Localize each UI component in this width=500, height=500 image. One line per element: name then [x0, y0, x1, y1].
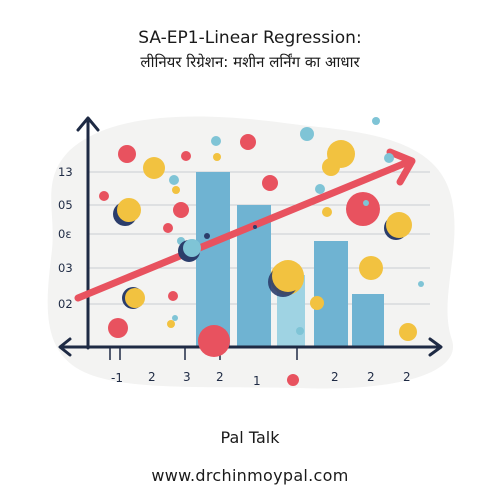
x-axis-left-arrow-icon — [58, 337, 72, 357]
y-tick-label: 0ɛ — [58, 227, 72, 241]
scatter-dot — [240, 134, 256, 150]
bar — [352, 294, 384, 347]
scatter-dot — [315, 184, 325, 194]
x-tick-label: -1 — [111, 371, 123, 385]
scatter-dot — [363, 200, 369, 206]
y-tick-label: 02 — [58, 297, 73, 311]
scatter-dot — [310, 296, 324, 310]
scatter-dot — [117, 198, 141, 222]
scatter-dot — [262, 175, 278, 191]
scatter-dot — [296, 327, 304, 335]
scatter-dot — [399, 323, 417, 341]
scatter-dots — [99, 117, 424, 386]
x-tick-labels: -1 2 3 2 1 2 2 2 — [111, 370, 411, 388]
scatter-dot — [143, 157, 165, 179]
scatter-dot — [213, 153, 221, 161]
brand-name: Pal Talk — [220, 428, 280, 447]
bar — [196, 172, 230, 347]
y-tick-labels: 13 05 0ɛ 03 02 — [58, 165, 73, 311]
page-subtitle: लीनियर रिग्रेशन: मशीन लर्निंग का आधार — [140, 53, 360, 71]
x-axis-right-arrow-icon — [428, 337, 443, 357]
x-tick-label: 1 — [253, 374, 261, 388]
scatter-dot — [287, 374, 299, 386]
page-title: SA-EP1-Linear Regression: — [138, 28, 362, 48]
scatter-dot — [327, 140, 355, 168]
scatter-dot — [163, 223, 173, 233]
x-tick-label: 2 — [367, 370, 375, 384]
scatter-dot — [386, 212, 412, 238]
scatter-dot — [108, 318, 128, 338]
scatter-dot — [253, 225, 257, 229]
scatter-dot — [181, 151, 191, 161]
trend-arrow-icon — [74, 148, 416, 302]
x-tick-marks — [109, 347, 298, 360]
bar — [314, 241, 348, 347]
scatter-dot — [168, 291, 178, 301]
scatter-dot — [169, 175, 179, 185]
scatter-dot — [198, 325, 230, 357]
y-tick-label: 03 — [58, 261, 73, 275]
axes — [58, 116, 443, 357]
x-tick-label: 2 — [148, 370, 156, 384]
scatter-dot — [418, 281, 424, 287]
scatter-dot — [173, 202, 189, 218]
scatter-dot — [183, 239, 201, 257]
y-tick-label: 05 — [58, 198, 73, 212]
x-tick-label: 2 — [216, 370, 224, 384]
y-tick-label: 13 — [58, 165, 73, 179]
scatter-dot — [300, 127, 314, 141]
x-tick-label: 3 — [183, 370, 191, 384]
x-tick-label: 2 — [331, 370, 339, 384]
x-tick-label: 2 — [403, 370, 411, 384]
website-link[interactable]: www.drchinmoypal.com — [151, 466, 349, 485]
scatter-dot — [99, 191, 109, 201]
scatter-dot — [172, 315, 178, 321]
scatter-dot — [204, 233, 210, 239]
scatter-dot — [322, 207, 332, 217]
scatter-dot — [372, 117, 380, 125]
scatter-dot — [346, 192, 380, 226]
scatter-dot — [125, 288, 145, 308]
scatter-dot — [384, 153, 394, 163]
scatter-dot — [272, 260, 304, 292]
scatter-dot — [172, 186, 180, 194]
scatter-dot — [118, 145, 136, 163]
scatter-dot — [211, 136, 221, 146]
y-axis-arrow-icon — [76, 116, 100, 132]
scatter-dot — [167, 320, 175, 328]
scatter-dot — [359, 256, 383, 280]
